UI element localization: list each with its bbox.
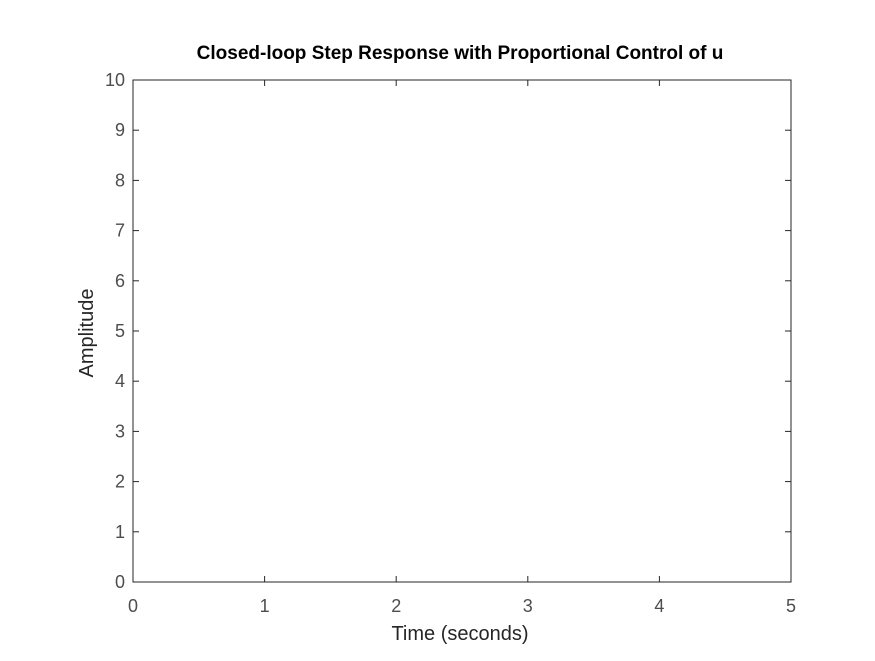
- x-tick-label-2: 2: [391, 596, 401, 616]
- x-tick-label-1: 1: [260, 596, 270, 616]
- y-tick-label-3: 3: [115, 421, 125, 441]
- y-tick-label-6: 6: [115, 271, 125, 291]
- y-tick-label-4: 4: [115, 371, 125, 391]
- y-tick-label-7: 7: [115, 221, 125, 241]
- y-tick-label-8: 8: [115, 170, 125, 190]
- y-tick-label-10: 10: [105, 70, 125, 90]
- y-axis-ticks: 0 1 2 3 4 5 6 7 8 9 10: [105, 70, 791, 592]
- y-axis-label: Amplitude: [76, 289, 98, 378]
- y-tick-label-9: 9: [115, 120, 125, 140]
- x-tick-label-0: 0: [128, 596, 138, 616]
- x-axis-ticks: 0 1 2 3 4 5: [128, 80, 796, 616]
- y-tick-label-1: 1: [115, 522, 125, 542]
- x-tick-label-3: 3: [523, 596, 533, 616]
- y-tick-label-2: 2: [115, 472, 125, 492]
- x-tick-label-4: 4: [654, 596, 664, 616]
- y-tick-label-0: 0: [115, 572, 125, 592]
- x-tick-label-5: 5: [786, 596, 796, 616]
- chart-title: Closed-loop Step Response with Proportio…: [197, 43, 724, 64]
- plot-area: [132, 79, 792, 583]
- y-tick-label-5: 5: [115, 321, 125, 341]
- x-axis-label: Time (seconds): [391, 623, 528, 645]
